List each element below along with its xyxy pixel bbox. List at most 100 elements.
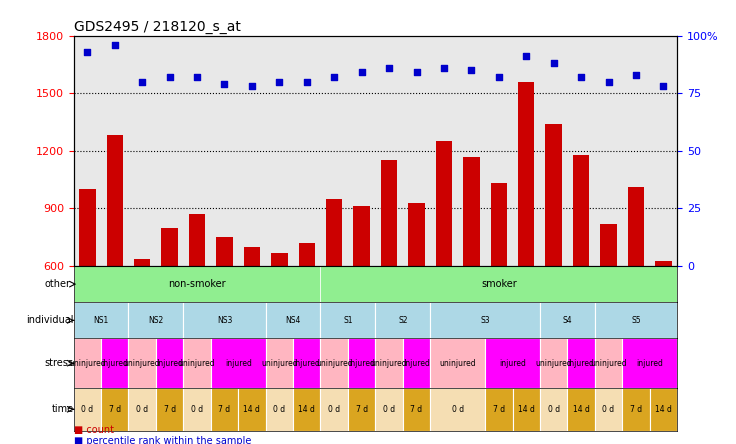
Text: uninjured: uninjured — [261, 359, 297, 368]
FancyBboxPatch shape — [375, 302, 431, 338]
Point — [657, 83, 669, 90]
Text: S3: S3 — [481, 316, 490, 325]
FancyBboxPatch shape — [403, 338, 431, 388]
FancyBboxPatch shape — [567, 388, 595, 431]
Text: 0 d: 0 d — [136, 405, 148, 414]
Point — [493, 73, 505, 80]
Point — [548, 59, 559, 67]
Bar — [216, 237, 233, 381]
Bar — [655, 261, 672, 381]
FancyBboxPatch shape — [266, 302, 320, 338]
FancyBboxPatch shape — [320, 266, 677, 302]
Text: 0 d: 0 d — [383, 405, 395, 414]
Point — [136, 78, 148, 85]
FancyBboxPatch shape — [320, 302, 375, 338]
Bar — [326, 199, 342, 381]
FancyBboxPatch shape — [129, 388, 156, 431]
FancyBboxPatch shape — [348, 388, 375, 431]
Bar — [436, 141, 452, 381]
Text: 7 d: 7 d — [219, 405, 230, 414]
Text: 0 d: 0 d — [548, 405, 560, 414]
FancyBboxPatch shape — [101, 338, 129, 388]
Text: 7 d: 7 d — [355, 405, 368, 414]
Bar — [244, 247, 260, 381]
Bar — [107, 135, 123, 381]
FancyBboxPatch shape — [512, 388, 540, 431]
Text: uninjured: uninjured — [535, 359, 572, 368]
Text: S5: S5 — [631, 316, 641, 325]
Point — [328, 73, 340, 80]
FancyBboxPatch shape — [595, 302, 677, 338]
FancyBboxPatch shape — [183, 388, 210, 431]
Text: 14 d: 14 d — [518, 405, 534, 414]
Text: injured: injured — [224, 359, 252, 368]
Point — [191, 73, 203, 80]
FancyBboxPatch shape — [431, 338, 485, 388]
Point — [109, 41, 121, 48]
Bar — [463, 157, 480, 381]
Text: stress: stress — [45, 358, 74, 368]
FancyBboxPatch shape — [293, 388, 320, 431]
FancyBboxPatch shape — [540, 388, 567, 431]
Text: 0 d: 0 d — [603, 405, 615, 414]
Text: 14 d: 14 d — [298, 405, 315, 414]
Text: S2: S2 — [398, 316, 408, 325]
Text: 0 d: 0 d — [81, 405, 93, 414]
Text: injured: injured — [348, 359, 375, 368]
Text: S4: S4 — [562, 316, 572, 325]
Text: NS2: NS2 — [148, 316, 163, 325]
Text: uninjured: uninjured — [371, 359, 408, 368]
Text: uninjured: uninjured — [179, 359, 216, 368]
FancyBboxPatch shape — [403, 388, 431, 431]
FancyBboxPatch shape — [431, 388, 485, 431]
Point — [355, 69, 367, 76]
FancyBboxPatch shape — [129, 338, 156, 388]
FancyBboxPatch shape — [266, 338, 293, 388]
Point — [411, 69, 422, 76]
FancyBboxPatch shape — [650, 388, 677, 431]
Point — [301, 78, 313, 85]
FancyBboxPatch shape — [567, 338, 595, 388]
Point — [274, 78, 286, 85]
FancyBboxPatch shape — [74, 338, 101, 388]
Bar — [161, 228, 178, 381]
Bar — [573, 155, 590, 381]
FancyBboxPatch shape — [431, 302, 540, 338]
Text: injured: injured — [636, 359, 663, 368]
Text: S1: S1 — [343, 316, 353, 325]
Text: 0 d: 0 d — [328, 405, 340, 414]
FancyBboxPatch shape — [183, 302, 266, 338]
Bar — [518, 82, 534, 381]
Bar — [545, 124, 562, 381]
Text: 0 d: 0 d — [452, 405, 464, 414]
FancyBboxPatch shape — [129, 302, 183, 338]
Point — [383, 64, 395, 71]
Bar — [628, 187, 644, 381]
Text: smoker: smoker — [481, 279, 517, 289]
Text: uninjured: uninjured — [316, 359, 353, 368]
Text: NS4: NS4 — [286, 316, 301, 325]
Point — [219, 80, 230, 87]
Bar — [601, 224, 617, 381]
Text: injured: injured — [403, 359, 430, 368]
Text: uninjured: uninjured — [439, 359, 476, 368]
Text: 7 d: 7 d — [163, 405, 176, 414]
FancyBboxPatch shape — [74, 302, 129, 338]
Text: ■ count: ■ count — [74, 425, 113, 435]
FancyBboxPatch shape — [595, 338, 622, 388]
Text: 14 d: 14 d — [244, 405, 261, 414]
Point — [630, 71, 642, 78]
FancyBboxPatch shape — [540, 302, 595, 338]
FancyBboxPatch shape — [74, 388, 101, 431]
FancyBboxPatch shape — [348, 338, 375, 388]
FancyBboxPatch shape — [210, 388, 238, 431]
Point — [246, 83, 258, 90]
FancyBboxPatch shape — [156, 388, 183, 431]
Text: GDS2495 / 218120_s_at: GDS2495 / 218120_s_at — [74, 20, 241, 35]
Text: 14 d: 14 d — [655, 405, 672, 414]
Bar — [408, 202, 425, 381]
Bar — [189, 214, 205, 381]
Point — [576, 73, 587, 80]
Point — [603, 78, 615, 85]
Bar — [271, 253, 288, 381]
